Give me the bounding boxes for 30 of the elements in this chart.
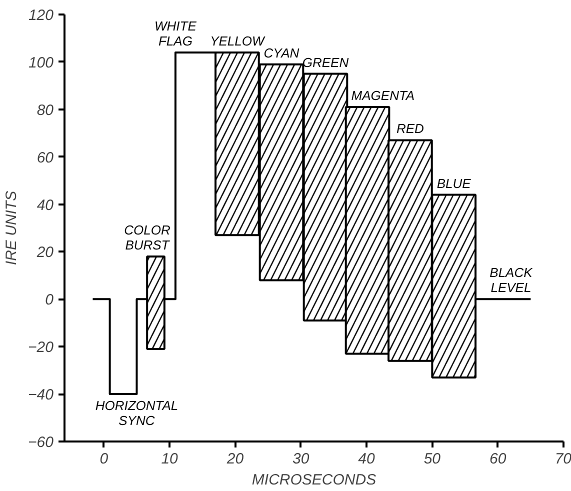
annotation: HORIZONTAL SYNC (95, 398, 178, 428)
y-tick-label: −40 (28, 386, 54, 404)
annotation: RED (396, 121, 424, 136)
annotation: COLOR BURST (124, 222, 170, 252)
annotation: MAGENTA (351, 88, 415, 104)
annotation: CYAN (264, 45, 300, 60)
y-axis-title: IRE UNITS (3, 190, 20, 266)
x-tick-label: 10 (161, 450, 179, 468)
annotation: WHITE FLAG (154, 18, 197, 48)
x-axis-title: MICROSECONDS (252, 472, 376, 488)
annotation: BLACK LEVEL (490, 265, 534, 296)
y-tick-label: 20 (36, 244, 54, 262)
y-tick-label: 80 (36, 102, 54, 119)
x-tick-label: 0 (100, 450, 109, 468)
annotation: GREEN (302, 54, 350, 70)
x-tick-label: 50 (424, 450, 442, 468)
y-tick-label: 100 (28, 54, 54, 72)
y-tick-label: 0 (45, 292, 54, 309)
annotation: YELLOW (210, 33, 266, 48)
y-tick-label: 40 (36, 196, 54, 214)
x-tick-label: 60 (490, 450, 507, 468)
y-tick-label: 60 (36, 149, 54, 166)
y-tick-label: −20 (28, 339, 54, 356)
y-tick-label: −60 (28, 434, 54, 451)
annotation: BLUE (436, 176, 472, 191)
x-tick-label: 20 (226, 450, 244, 468)
y-tick-label: 120 (28, 7, 54, 24)
x-tick-label: 30 (292, 450, 310, 468)
x-tick-label: 70 (554, 450, 571, 468)
x-tick-label: 40 (358, 450, 376, 468)
